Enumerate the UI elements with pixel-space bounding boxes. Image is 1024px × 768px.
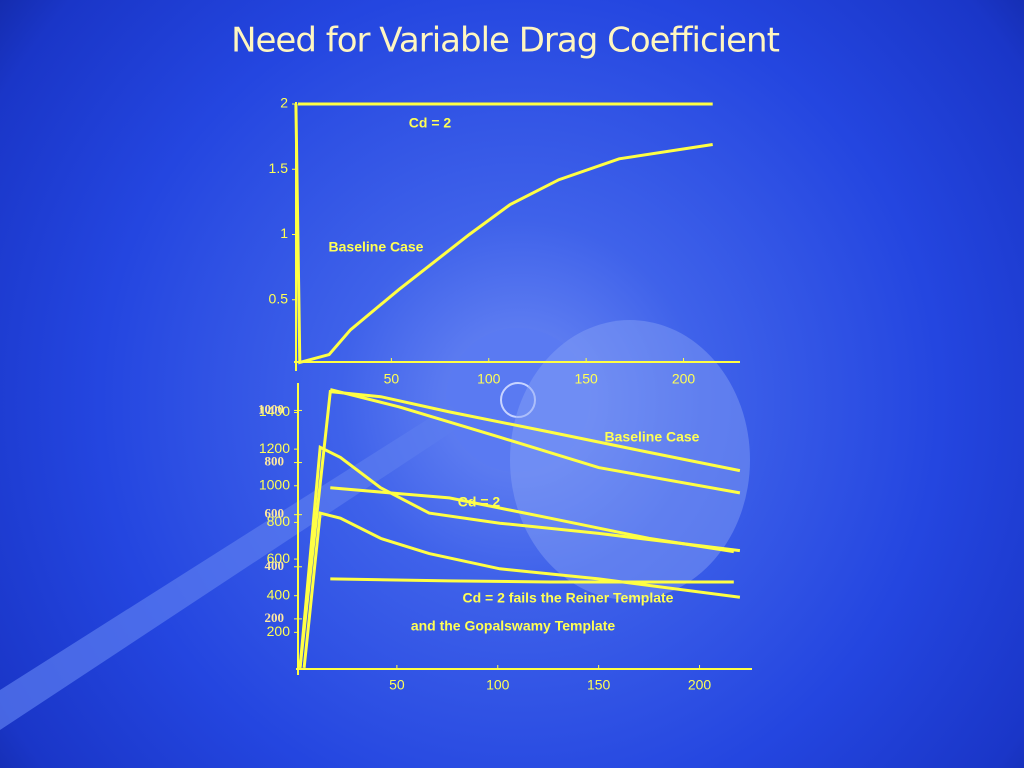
y-tick-label: 1400 — [259, 403, 290, 419]
y-tick-label: 400 — [267, 586, 291, 602]
data-line — [330, 486, 735, 554]
data-line — [298, 389, 741, 669]
y-tick-label: 1 — [280, 225, 288, 241]
occulter — [446, 328, 590, 472]
data-line — [330, 577, 734, 584]
annotation: Cd = 2 fails the Reiner Template — [463, 590, 674, 606]
x-tick-label: 200 — [688, 677, 712, 693]
annotation: Cd = 2 — [409, 115, 452, 131]
x-tick-label: 50 — [389, 677, 405, 693]
y-tick-label: 1000 — [259, 476, 290, 492]
y-tick-label: 600 — [267, 550, 291, 566]
x-tick-label: 50 — [384, 371, 400, 387]
x-tick-label: 200 — [672, 371, 696, 387]
y-tick-label: 1200 — [259, 440, 290, 456]
y2-tick-label: 600 — [265, 506, 285, 521]
annotation: Baseline Case — [329, 239, 424, 255]
y2-tick-label: 800 — [265, 454, 285, 469]
y-tick-label: 1.5 — [269, 160, 289, 176]
y-tick-label: 800 — [267, 513, 291, 529]
data-line — [329, 388, 741, 495]
y-tick-label: 2 — [280, 95, 288, 111]
sun-circle — [500, 382, 536, 418]
y-tick-label: 0.5 — [269, 290, 289, 306]
y2-tick-label: 1000 — [258, 401, 284, 416]
data-line — [294, 103, 713, 365]
x-tick-label: 100 — [486, 677, 510, 693]
x-tick-label: 150 — [587, 677, 611, 693]
y2-tick-label: 200 — [265, 610, 285, 625]
data-line — [302, 511, 741, 669]
x-tick-label: 150 — [574, 371, 598, 387]
slide-title: Need for Variable Drag Coefficient — [231, 21, 780, 61]
annotation: Cd = 2 — [458, 494, 501, 510]
y-tick-label: 200 — [267, 623, 291, 639]
y2-tick-label: 400 — [265, 558, 285, 573]
annotation: and the Gopalswamy Template — [411, 618, 616, 634]
data-line — [298, 444, 741, 669]
pylon — [0, 405, 470, 730]
annotation: Baseline Case — [605, 429, 700, 445]
x-tick-label: 100 — [477, 371, 501, 387]
